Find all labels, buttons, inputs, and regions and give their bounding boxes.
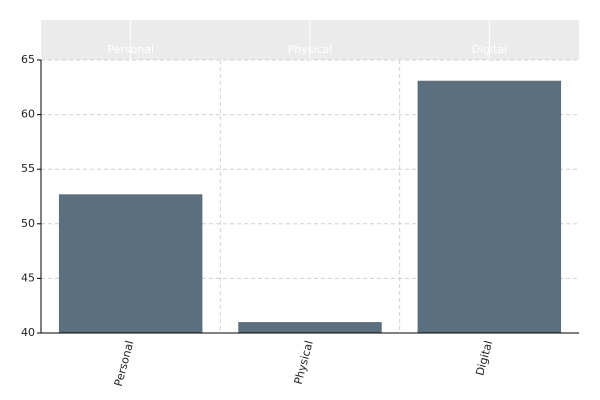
strip-label: Personal xyxy=(107,43,154,56)
y-tick-label: 40 xyxy=(21,326,35,339)
bar xyxy=(58,194,203,333)
strip-label: Digital xyxy=(471,43,507,56)
y-tick-label: 45 xyxy=(21,271,35,284)
y-tick-label: 60 xyxy=(21,108,35,121)
y-tick-label: 55 xyxy=(21,162,35,175)
bar xyxy=(238,322,382,333)
bar xyxy=(417,80,562,333)
x-tick-label: Physical xyxy=(292,339,316,386)
x-tick-label: Digital xyxy=(473,339,495,377)
x-tick-label: Personal xyxy=(112,339,137,388)
y-tick-label: 50 xyxy=(21,217,35,230)
y-tick-label: 65 xyxy=(21,53,35,66)
strip-label: Physical xyxy=(288,43,333,56)
